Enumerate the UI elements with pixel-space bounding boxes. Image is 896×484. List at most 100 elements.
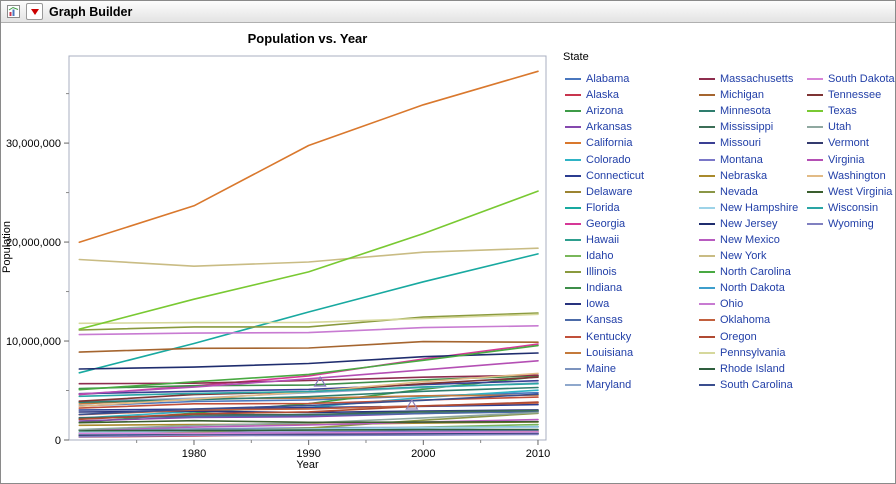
legend-swatch-line: [699, 110, 715, 113]
legend-item[interactable]: Colorado: [565, 151, 644, 167]
legend-swatch-line: [699, 303, 715, 306]
series-line[interactable]: [78, 393, 539, 416]
legend-item[interactable]: New York: [699, 248, 798, 264]
legend-item[interactable]: Utah: [807, 119, 895, 135]
legend-item[interactable]: Mississippi: [699, 119, 798, 135]
x-axis-title[interactable]: Year: [296, 459, 319, 471]
series-line[interactable]: [78, 312, 539, 331]
series-line[interactable]: [78, 386, 539, 404]
legend-item[interactable]: Wisconsin: [807, 200, 895, 216]
series-line[interactable]: [78, 379, 539, 395]
legend-label: Rhode Island: [720, 362, 785, 375]
legend-label: South Dakota: [828, 73, 895, 86]
legend-item[interactable]: Oklahoma: [699, 312, 798, 328]
legend-item[interactable]: Connecticut: [565, 168, 644, 184]
series-line[interactable]: [78, 324, 539, 336]
legend-item[interactable]: Idaho: [565, 248, 644, 264]
series-line[interactable]: [78, 70, 539, 244]
plot-area[interactable]: 0 10,000,000 20,000,000 30,000,000 1980 1990 2…: [1, 23, 557, 484]
legend-swatch-line: [699, 190, 715, 193]
legend-swatch-line: [699, 206, 715, 209]
series-line[interactable]: [78, 340, 539, 353]
series-line[interactable]: [78, 410, 539, 419]
legend-item[interactable]: Montana: [699, 151, 798, 167]
legend-item[interactable]: Oregon: [699, 329, 798, 345]
plot-frame: [68, 55, 547, 441]
series-line[interactable]: [78, 313, 539, 325]
legend-item[interactable]: Pennsylvania: [699, 345, 798, 361]
legend-swatch-line: [565, 238, 581, 241]
legend-item[interactable]: Ohio: [699, 296, 798, 312]
legend-item[interactable]: Massachusetts: [699, 71, 798, 87]
series-line[interactable]: [78, 419, 539, 424]
series-line[interactable]: [78, 428, 539, 432]
legend-item[interactable]: Washington: [807, 168, 895, 184]
legend-item[interactable]: Tennessee: [807, 87, 895, 103]
legend-item[interactable]: New Mexico: [699, 232, 798, 248]
legend-swatch-line: [807, 94, 823, 97]
legend-item[interactable]: Virginia: [807, 151, 895, 167]
legend-item[interactable]: New Hampshire: [699, 200, 798, 216]
legend-item[interactable]: Missouri: [699, 135, 798, 151]
legend-item[interactable]: Kansas: [565, 312, 644, 328]
series-line[interactable]: [78, 401, 539, 421]
legend-item[interactable]: North Dakota: [699, 280, 798, 296]
legend-item[interactable]: Illinois: [565, 264, 644, 280]
series-line[interactable]: [78, 426, 539, 434]
legend-item[interactable]: Louisiana: [565, 345, 644, 361]
legend-label: California: [586, 137, 633, 150]
legend-item[interactable]: New Jersey: [699, 216, 798, 232]
legend-item[interactable]: Rhode Island: [699, 361, 798, 377]
legend-item[interactable]: Maryland: [565, 377, 644, 393]
series-line[interactable]: [78, 431, 539, 435]
series-line[interactable]: [78, 374, 539, 385]
legend-label: New Jersey: [720, 217, 778, 230]
red-triangle-icon: [30, 8, 39, 15]
legend-item[interactable]: Arkansas: [565, 119, 644, 135]
y-tick-label: 0: [55, 435, 61, 447]
series-line[interactable]: [78, 403, 539, 411]
legend-item[interactable]: South Dakota: [807, 71, 895, 87]
legend-swatch-line: [565, 78, 581, 81]
legend-item[interactable]: Nebraska: [699, 168, 798, 184]
x-tick-label: 1980: [182, 448, 206, 460]
legend-item[interactable]: Wyoming: [807, 216, 895, 232]
legend-item[interactable]: Alaska: [565, 87, 644, 103]
legend-swatch-line: [565, 190, 581, 193]
legend-item[interactable]: Indiana: [565, 280, 644, 296]
legend-item[interactable]: Delaware: [565, 184, 644, 200]
legend-item[interactable]: South Carolina: [699, 377, 798, 393]
legend-item[interactable]: West Virginia: [807, 184, 895, 200]
legend-item[interactable]: Kentucky: [565, 329, 644, 345]
y-tick-label: 30,000,000: [6, 138, 61, 150]
series-line[interactable]: [78, 253, 539, 374]
legend-item[interactable]: North Carolina: [699, 264, 798, 280]
series-line[interactable]: [78, 344, 539, 391]
y-axis-title[interactable]: Population: [1, 221, 13, 273]
legend-label: Ohio: [720, 298, 744, 311]
legend-item[interactable]: Georgia: [565, 216, 644, 232]
legend-label: Vermont: [828, 137, 869, 150]
legend-item[interactable]: Florida: [565, 200, 644, 216]
legend-item[interactable]: Maine: [565, 361, 644, 377]
legend-item[interactable]: Nevada: [699, 184, 798, 200]
series-line[interactable]: [78, 247, 539, 267]
legend-item[interactable]: Michigan: [699, 87, 798, 103]
legend-swatch-line: [699, 142, 715, 145]
series-line[interactable]: [78, 190, 539, 331]
legend-item[interactable]: Iowa: [565, 296, 644, 312]
legend-swatch-line: [807, 222, 823, 225]
series-line[interactable]: [78, 433, 539, 438]
legend-item[interactable]: Alabama: [565, 71, 644, 87]
red-triangle-menu-button[interactable]: [26, 3, 43, 20]
legend-item[interactable]: Vermont: [807, 135, 895, 151]
legend-item[interactable]: Hawaii: [565, 232, 644, 248]
legend-item[interactable]: Minnesota: [699, 103, 798, 119]
series-line[interactable]: [78, 359, 539, 395]
series-line[interactable]: [78, 382, 539, 398]
legend-item[interactable]: Arizona: [565, 103, 644, 119]
legend-swatch-line: [565, 319, 581, 322]
legend-swatch-line: [807, 174, 823, 177]
legend-item[interactable]: California: [565, 135, 644, 151]
legend-item[interactable]: Texas: [807, 103, 895, 119]
